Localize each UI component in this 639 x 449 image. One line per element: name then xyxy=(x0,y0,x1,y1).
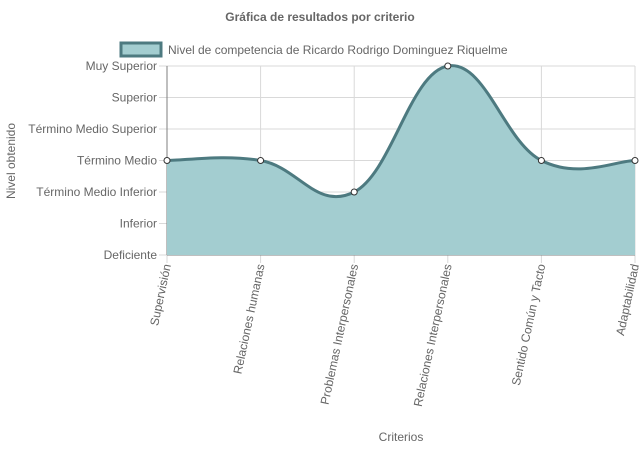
y-tick-label: Inferior xyxy=(120,217,157,231)
x-tick-label: Problemas Interpersonales xyxy=(318,263,362,406)
y-tick-label: Deficiente xyxy=(104,248,158,262)
y-tick-label: Término Medio Inferior xyxy=(36,185,157,199)
y-tick-label: Término Medio xyxy=(77,154,157,168)
data-point[interactable] xyxy=(537,157,545,164)
data-points xyxy=(163,62,639,196)
x-tick-label: Relaciones humanas xyxy=(231,263,268,376)
legend-label: Nivel de competencia de Ricardo Rodrigo … xyxy=(168,43,508,57)
x-tick-label: Supervisión xyxy=(147,263,174,327)
y-tick-label: Superior xyxy=(112,91,157,105)
y-axis-ticks: Deficiente Inferior Término Medio Inferior… xyxy=(28,59,157,262)
y-tick-label: Muy Superior xyxy=(86,59,157,73)
x-axis-ticks: Supervisión Relaciones humanas Problemas I… xyxy=(147,262,639,407)
x-tick-label: Relaciones Interpersonales xyxy=(411,263,455,408)
series-fill xyxy=(167,65,635,255)
legend[interactable]: Nivel de competencia de Ricardo Rodrigo … xyxy=(119,41,508,58)
y-axis-title: Nivel obtenido xyxy=(4,123,18,199)
legend-swatch xyxy=(119,41,163,58)
data-point[interactable] xyxy=(444,62,452,70)
data-point[interactable] xyxy=(350,188,358,196)
data-point[interactable] xyxy=(163,157,171,164)
data-point[interactable] xyxy=(257,157,265,164)
chart-title: Gráfica de resultados por criterio xyxy=(225,10,414,24)
data-point[interactable] xyxy=(631,157,639,164)
x-tick-label: Sentido Común y Tacto xyxy=(509,262,549,386)
y-tick-label: Término Medio Superior xyxy=(28,122,157,136)
x-tick-label: Adaptabilidad xyxy=(613,263,639,337)
x-axis-title: Criterios xyxy=(379,430,424,444)
